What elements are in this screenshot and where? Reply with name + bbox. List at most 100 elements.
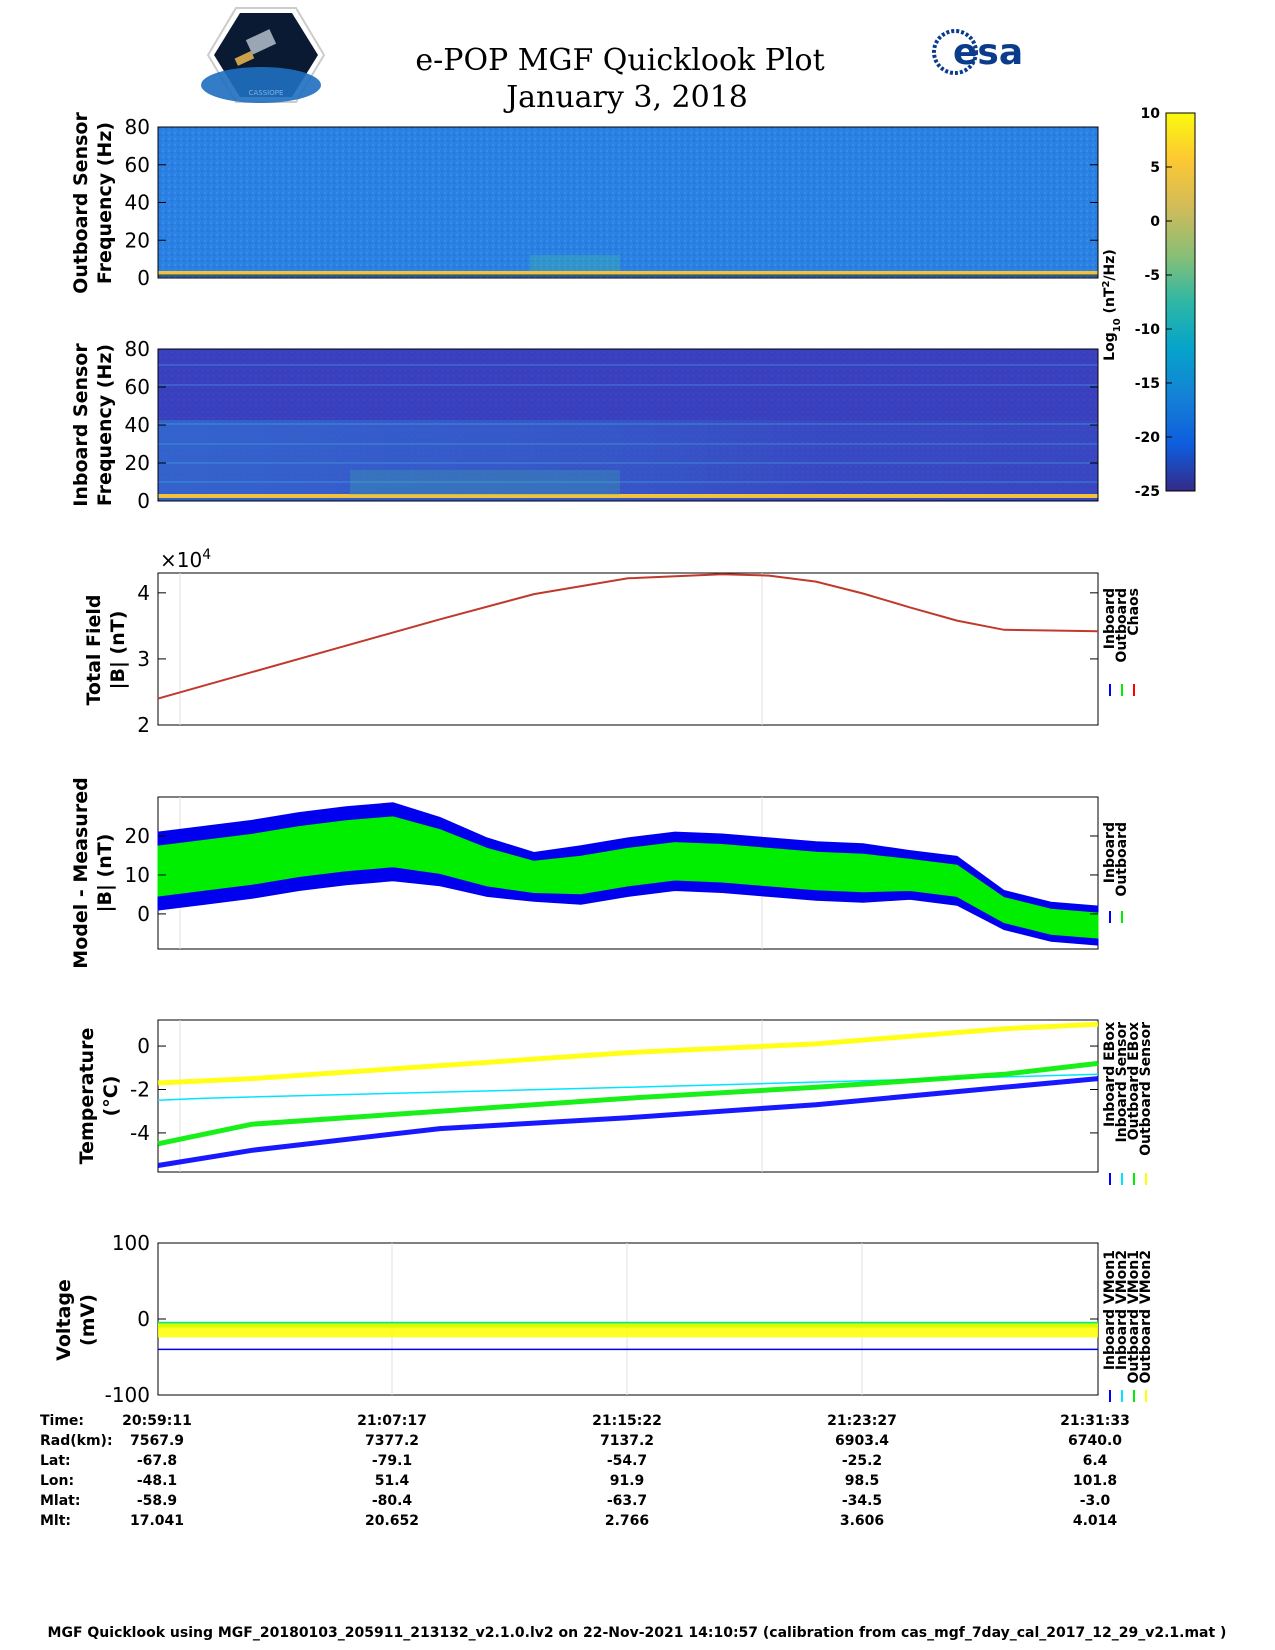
total-field-series-line (157, 573, 1099, 700)
table-cell: -54.7 (607, 1453, 647, 1469)
total-field-ytick-1: 3 (137, 647, 150, 671)
legend-label-3: Outboard Sensor (1138, 1022, 1154, 1156)
legend-label-0: Inboard EBox (1102, 1022, 1118, 1127)
model-measured-ytick-1: 10 (125, 863, 150, 887)
total-field-ylabel: Total Field |B| (nT) (83, 594, 129, 705)
cassiope-logo-text: CASSIOPE (249, 89, 284, 97)
table-cell: 7137.2 (600, 1433, 654, 1449)
table-cell: 21:23:27 (827, 1413, 897, 1429)
table-cell: 7567.9 (130, 1433, 184, 1449)
temperature-series-0 (157, 1076, 1099, 1168)
svg-text:(mV): (mV) (77, 1294, 99, 1346)
table-cell: -25.2 (842, 1453, 882, 1469)
model-measured-ytick-2: 20 (125, 824, 150, 848)
colorbar-label: Log10 (nT2/Hz) (1101, 249, 1123, 361)
colorbar: 10 5 0 -5 -10 -15 -20 -25 Log10 (nT2/Hz) (1101, 106, 1196, 500)
legend-label-2: Outboard VMon1 (1126, 1250, 1142, 1384)
svg-text:Model - Measured: Model - Measured (70, 777, 92, 968)
table-row-label: Mlt: (40, 1513, 71, 1529)
table-row-label: Lat: (40, 1453, 71, 1469)
esa-logo-text: esa (953, 32, 1023, 73)
table-cell: 7377.2 (365, 1433, 419, 1449)
colorbar-tick-1: 5 (1150, 160, 1160, 176)
svg-text:Outboard Sensor: Outboard Sensor (70, 112, 92, 294)
table-cell: -79.1 (372, 1453, 412, 1469)
model-measured-panel: 0 10 20 Model - Measured |B| (nT) InboardO… (70, 777, 1130, 968)
temperature-series-1 (157, 1073, 1099, 1102)
table-row-label: Lon: (40, 1473, 74, 1489)
temperature-series-3 (157, 1021, 1099, 1086)
outboard-ytick-2: 40 (125, 191, 150, 215)
colorbar-tick-3: -5 (1144, 268, 1160, 284)
table-cell: 4.014 (1073, 1513, 1118, 1529)
cassiope-logo: CASSIOPE (201, 7, 326, 103)
temperature-ytick-0: -4 (130, 1121, 150, 1145)
legend-label-1: Inboard Sensor (1114, 1022, 1130, 1143)
svg-text:Voltage: Voltage (53, 1279, 75, 1361)
page-date: January 3, 2018 (503, 80, 748, 115)
legend-label-1: Inboard VMon2 (1114, 1250, 1130, 1370)
svg-text:Frequency (Hz): Frequency (Hz) (94, 122, 116, 284)
table-cell: 6740.0 (1068, 1433, 1122, 1449)
svg-text:Inboard Sensor: Inboard Sensor (70, 343, 92, 507)
inboard-spectrogram-panel: 0 20 40 60 80 Inboard Sensor Frequency (Hz) (70, 337, 1099, 513)
svg-text:Frequency (Hz): Frequency (Hz) (94, 344, 116, 506)
table-row-label: Rad(km): (40, 1433, 113, 1449)
model-measured-ytick-0: 0 (137, 902, 150, 926)
outboard-spectrogram-image (158, 127, 1098, 278)
inboard-ytick-4: 80 (125, 337, 150, 361)
table-cell: 20.652 (365, 1513, 419, 1529)
temperature-ytick-1: -2 (130, 1077, 150, 1101)
voltage-ylabel: Voltage (mV) (53, 1279, 99, 1361)
legend-label-1: Outboard (1114, 822, 1130, 897)
voltage-ytick-2: 100 (112, 1231, 150, 1255)
inboard-ytick-0: 0 (137, 489, 150, 513)
svg-text:(°C): (°C) (100, 1076, 122, 1117)
table-cell: 101.8 (1073, 1473, 1117, 1489)
legend-label-2: Chaos (1126, 588, 1142, 636)
colorbar-tick-4: -10 (1135, 322, 1161, 338)
table-cell: 51.4 (375, 1473, 410, 1489)
total-field-exponent: ×104 (160, 547, 211, 572)
table-cell: -34.5 (842, 1493, 882, 1509)
table-cell: 20:59:11 (122, 1413, 192, 1429)
legend-label-0: Inboard VMon1 (1102, 1250, 1118, 1370)
table-cell: -67.8 (137, 1453, 177, 1469)
colorbar-tick-7: -25 (1135, 484, 1160, 500)
table-row-label: Mlat: (40, 1493, 80, 1509)
outboard-ylabel: Outboard Sensor Frequency (Hz) (70, 112, 116, 294)
colorbar-tick-0: 10 (1141, 106, 1161, 122)
esa-logo: esa (932, 29, 1023, 75)
table-cell: 6903.4 (835, 1433, 889, 1449)
voltage-ytick-0: -100 (105, 1383, 150, 1407)
table-cell: 17.041 (130, 1513, 184, 1529)
temperature-series-2 (157, 1060, 1099, 1147)
table-cell: 6.4 (1083, 1453, 1108, 1469)
table-cell: -58.9 (137, 1493, 177, 1509)
table-cell: 21:31:33 (1060, 1413, 1130, 1429)
temperature-ytick-2: 0 (137, 1034, 150, 1058)
inboard-ytick-1: 20 (125, 451, 150, 475)
table-cell: -63.7 (607, 1493, 647, 1509)
legend-label-3: Outboard VMon2 (1138, 1250, 1154, 1384)
ephemeris-table: Time: Rad(km): Lat: Lon: Mlat: Mlt: 20:59:11 75… (40, 1413, 1130, 1529)
table-cell: 21:15:22 (592, 1413, 662, 1429)
header: CASSIOPE e-POP MGF Quicklook Plot Januar… (201, 7, 1023, 115)
inboard-ytick-3: 60 (125, 375, 150, 399)
total-field-ytick-0: 2 (137, 713, 150, 737)
legend-label-0: Inboard (1102, 588, 1118, 649)
svg-text:|B| (nT): |B| (nT) (94, 834, 116, 913)
table-row-label: Time: (40, 1413, 84, 1429)
table-cell: -80.4 (372, 1493, 413, 1509)
footer-text: MGF Quicklook using MGF_20180103_205911_… (48, 1625, 1227, 1641)
outboard-ytick-0: 0 (137, 266, 150, 290)
table-cell: 91.9 (610, 1473, 645, 1489)
colorbar-tick-6: -20 (1135, 430, 1161, 446)
table-cell: -3.0 (1080, 1493, 1111, 1509)
total-field-panel: 2 3 4 ×104 Total Field |B| (nT) InboardOut… (83, 547, 1142, 737)
